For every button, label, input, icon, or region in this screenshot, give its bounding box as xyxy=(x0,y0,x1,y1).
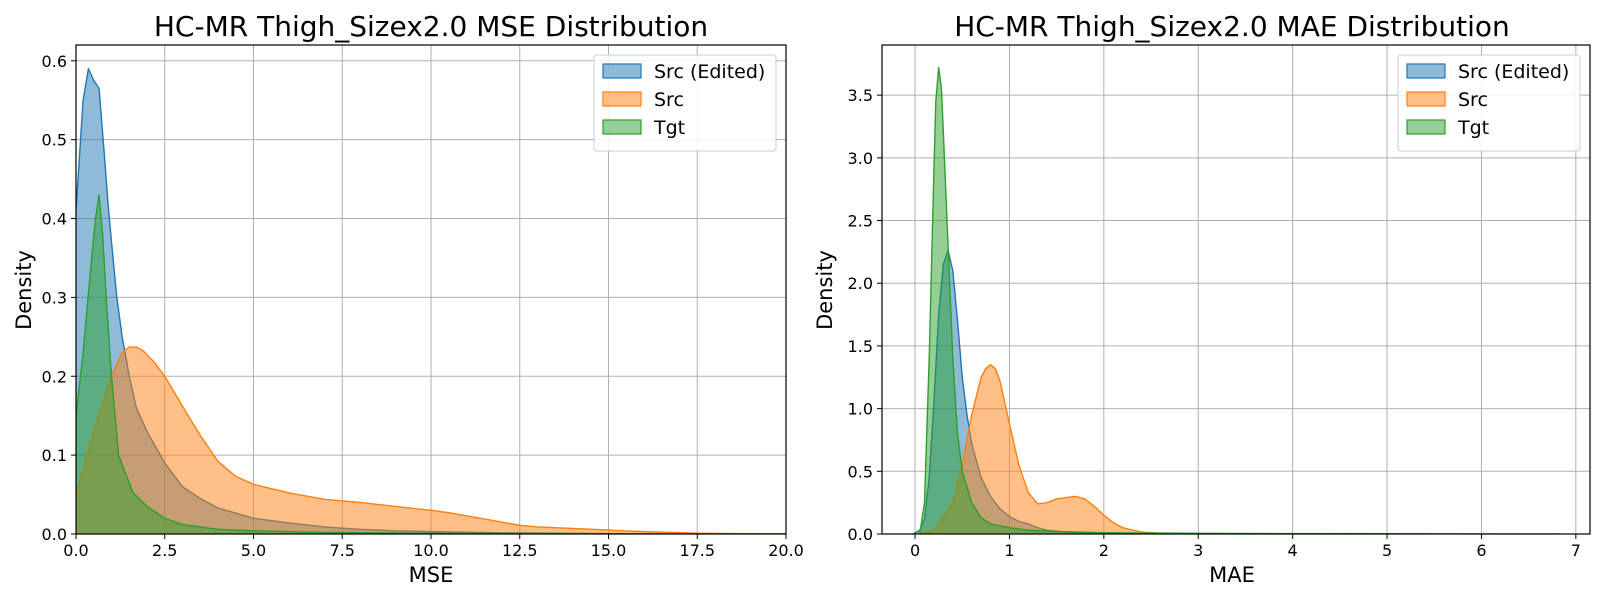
legend-swatch-src xyxy=(602,91,642,107)
x-tick-label: 7.5 xyxy=(330,541,355,560)
x-tick-label: 10.0 xyxy=(413,541,449,560)
y-tick-label: 0.0 xyxy=(42,525,67,544)
legend: Src (Edited) Src Tgt xyxy=(1397,54,1581,152)
line-src xyxy=(914,364,1199,534)
x-tick-label: 7 xyxy=(1571,541,1581,560)
legend-label: Tgt xyxy=(1457,117,1489,139)
y-tick-label: 0.1 xyxy=(42,446,67,465)
x-tick-label: 17.5 xyxy=(679,541,715,560)
y-tick-label: 0.5 xyxy=(42,131,67,150)
x-tick-label: 1 xyxy=(1004,541,1014,560)
y-tick-label: 3.0 xyxy=(848,149,873,168)
legend-label: Src (Edited) xyxy=(1458,61,1569,83)
x-axis-label: MSE xyxy=(409,563,454,587)
x-tick-label: 6 xyxy=(1476,541,1486,560)
x-tick-label: 4 xyxy=(1288,541,1298,560)
area-src xyxy=(915,364,1199,534)
mse-distribution-chart: HC-MR Thigh_Sizex2.0 MSE Distribution MS… xyxy=(12,10,804,587)
legend-swatch-tgt xyxy=(1406,119,1446,135)
line-src xyxy=(76,346,786,534)
legend-label: Src (Edited) xyxy=(654,61,765,83)
x-tick-label: 0 xyxy=(910,541,920,560)
x-tick-label: 3 xyxy=(1193,541,1203,560)
area-src xyxy=(76,347,786,534)
ticks: 0.0 2.5 5.0 7.5 10.0 12.5 15.0 17.5 20.0 0.0 0.1 0.… xyxy=(42,52,804,560)
y-tick-label: 0.0 xyxy=(848,525,873,544)
line-tgt xyxy=(919,66,1560,534)
legend-label: Tgt xyxy=(653,117,685,139)
y-tick-label: 2.0 xyxy=(848,274,873,293)
x-tick-label: 0.0 xyxy=(63,541,88,560)
legend-swatch-tgt xyxy=(602,119,642,135)
y-tick-label: 2.5 xyxy=(848,212,873,231)
series-layer xyxy=(912,66,1560,534)
x-tick-label: 12.5 xyxy=(502,541,538,560)
y-tick-label: 0.2 xyxy=(42,367,67,386)
legend: Src (Edited) Src Tgt xyxy=(593,54,777,152)
legend-label: Src xyxy=(1458,89,1488,111)
x-tick-label: 20.0 xyxy=(768,541,804,560)
x-tick-label: 15.0 xyxy=(591,541,627,560)
line-tgt xyxy=(76,194,786,534)
legend-swatch-src-edited xyxy=(602,63,642,79)
y-tick-label: 3.5 xyxy=(848,86,873,105)
y-axis-label: Density xyxy=(12,250,36,330)
x-tick-label: 5 xyxy=(1382,541,1392,560)
x-tick-label: 2 xyxy=(1099,541,1109,560)
mae-distribution-chart: HC-MR Thigh_Sizex2.0 MAE Distribution MA… xyxy=(813,10,1591,587)
y-tick-label: 0.6 xyxy=(42,52,67,71)
chart-title: HC-MR Thigh_Sizex2.0 MAE Distribution xyxy=(954,10,1510,43)
y-tick-label: 0.4 xyxy=(42,210,67,229)
y-tick-label: 1.5 xyxy=(848,337,873,356)
x-axis-label: MAE xyxy=(1209,563,1255,587)
x-tick-label: 2.5 xyxy=(152,541,177,560)
series-layer xyxy=(76,67,786,534)
ticks: 0 1 2 3 4 5 6 7 0.0 0.5 1.0 1.5 2.0 2.5 3.0 3.5 xyxy=(848,86,1581,560)
y-tick-label: 0.3 xyxy=(42,288,67,307)
y-axis-label: Density xyxy=(813,250,837,330)
y-tick-label: 1.0 xyxy=(848,400,873,419)
legend-swatch-src-edited xyxy=(1406,63,1446,79)
plot-frame xyxy=(881,44,1591,535)
chart-title: HC-MR Thigh_Sizex2.0 MSE Distribution xyxy=(154,10,708,43)
y-tick-label: 0.5 xyxy=(848,462,873,481)
legend-swatch-src xyxy=(1406,91,1446,107)
x-tick-label: 5.0 xyxy=(241,541,266,560)
legend-label: Src xyxy=(654,89,684,111)
